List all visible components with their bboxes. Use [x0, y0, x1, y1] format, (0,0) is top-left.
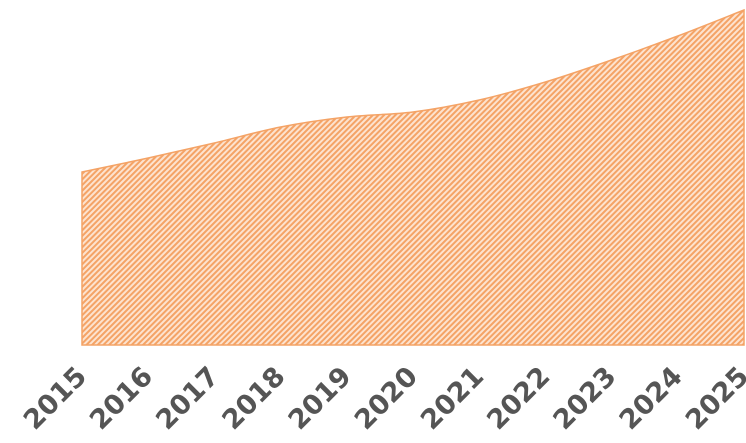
x-tick-label: 2024	[614, 361, 689, 436]
x-tick-label: 2019	[283, 361, 358, 436]
x-tick-label: 2021	[415, 361, 490, 436]
x-tick-label: 2016	[84, 361, 159, 436]
x-tick-label: 2025	[680, 361, 746, 436]
area	[81, 8, 745, 346]
x-tick-label: 2022	[481, 361, 556, 436]
x-tick-label: 2020	[349, 361, 424, 436]
x-tick-label: 2015	[18, 361, 93, 436]
x-tick-label: 2023	[547, 361, 622, 436]
x-tick-label: 2018	[216, 361, 291, 436]
x-tick-label: 2017	[150, 361, 225, 436]
